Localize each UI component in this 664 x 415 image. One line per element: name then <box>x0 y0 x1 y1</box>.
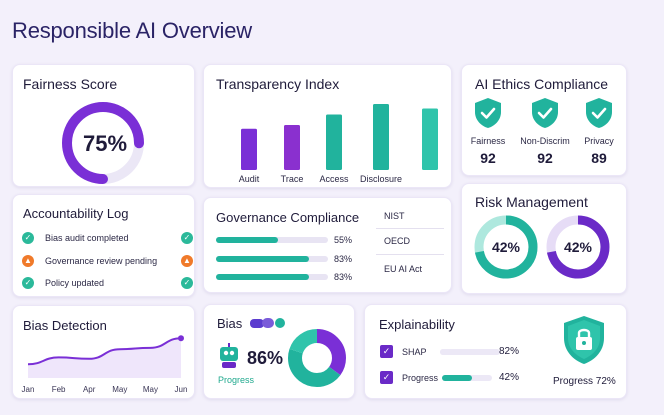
risk-gauges: 42% 42% <box>474 215 610 279</box>
framework-oecd: OECD <box>384 236 411 246</box>
accountability-title: Accountability Log <box>23 206 129 221</box>
explainability-card[interactable]: Explainability ✓ SHAP 82% ✓ Progress 42%… <box>364 304 627 399</box>
framework-euaiact: EU AI Act <box>384 264 423 274</box>
donut-slice <box>288 329 346 387</box>
gauge-value: 42% <box>492 239 521 255</box>
governance-bar-fill <box>216 237 278 243</box>
governance-card[interactable]: Governance Compliance 55% 83% 83% NIST O… <box>203 197 452 293</box>
bar-access[interactable] <box>326 114 342 171</box>
explainability-title: Explainability <box>379 317 455 332</box>
governance-bar <box>216 237 328 243</box>
explain-bar-fill <box>442 375 472 381</box>
explain-label-shap: SHAP <box>402 347 427 357</box>
lock-shield-icon <box>564 316 604 364</box>
bias-value: 86% <box>247 348 284 368</box>
tick-label: Access <box>319 174 349 184</box>
explain-bar-fill <box>440 349 490 355</box>
check-circle-icon: ✓ <box>181 277 193 289</box>
transparency-title: Transparency Index <box>216 76 340 92</box>
log-item[interactable]: ▲ Governance review pending ▲ <box>22 255 193 269</box>
divider <box>376 254 444 255</box>
ethics-value-fairness: 92 <box>480 150 496 166</box>
log-item[interactable]: ✓ Policy updated ✓ <box>22 277 193 291</box>
bias-detection-card[interactable]: Bias Detection Jan Feb Apr May May Jun <box>12 305 195 399</box>
bias-progress-label: Progress <box>218 375 255 385</box>
log-item-text: Governance review pending <box>45 256 158 266</box>
bar-trace[interactable] <box>284 125 300 170</box>
risk-card[interactable]: Risk Management 42% 42% <box>461 183 627 294</box>
governance-value: 83% <box>334 254 353 264</box>
explain-value-progress: 42% <box>499 372 520 383</box>
bias-card[interactable]: Bias 86% Progress <box>203 304 355 399</box>
accountability-card[interactable]: Accountability Log ✓ Bias audit complete… <box>12 194 195 297</box>
gauge-arc <box>474 215 538 279</box>
shield-check-icon <box>586 98 612 128</box>
log-item-text: Policy updated <box>45 278 105 288</box>
bias-donut <box>288 329 346 387</box>
ethics-value-nondiscrim: 92 <box>537 150 553 166</box>
tick-label: May <box>112 385 127 394</box>
log-item[interactable]: ✓ Bias audit completed ✓ <box>22 232 193 246</box>
tick-label: Trace <box>281 174 304 184</box>
explain-progress-label: Progress 72% <box>553 376 616 387</box>
framework-nist: NIST <box>384 211 405 221</box>
governance-bar <box>216 274 328 280</box>
check-circle-icon: ✓ <box>22 277 34 289</box>
explain-bar <box>442 375 492 381</box>
bar-audit[interactable] <box>241 128 257 170</box>
end-point <box>178 335 184 342</box>
shield-check-icon <box>475 98 501 128</box>
robot-icon <box>220 343 238 368</box>
governance-title: Governance Compliance <box>216 210 360 225</box>
tick-label: Jan <box>22 385 35 394</box>
ethics-label-privacy: Privacy <box>584 136 614 146</box>
ethics-title: AI Ethics Compliance <box>475 76 609 92</box>
warning-icon: ▲ <box>22 255 34 267</box>
fairness-gauge <box>62 102 144 184</box>
bias-badge-icon <box>250 318 285 328</box>
shield-check-icon <box>532 98 558 128</box>
governance-value: 55% <box>334 235 353 245</box>
tick-label: Feb <box>52 385 66 394</box>
ethics-label-fairness: Fairness <box>470 136 506 146</box>
explain-value-shap: 82% <box>499 346 520 357</box>
divider <box>376 228 444 229</box>
tick-label: Audit <box>239 174 260 184</box>
bias-detection-title: Bias Detection <box>23 318 107 333</box>
log-item-text: Bias audit completed <box>45 233 129 243</box>
fairness-card[interactable]: Fairness Score 75% <box>12 64 195 187</box>
bias-title: Bias <box>217 316 243 331</box>
ethics-card[interactable]: AI Ethics Compliance Fairness Non-Discri… <box>461 64 627 176</box>
tick-label: Apr <box>83 385 96 394</box>
fairness-title: Fairness Score <box>23 76 118 92</box>
explain-bar <box>440 349 500 355</box>
donut-slice <box>288 329 346 387</box>
governance-bar <box>216 256 328 262</box>
check-circle-icon: ✓ <box>22 232 34 244</box>
ethics-value-privacy: 89 <box>591 150 607 166</box>
checkbox-shap[interactable]: ✓ <box>380 345 393 358</box>
tick-label: Disclosure <box>360 174 402 184</box>
gauge-value: 42% <box>564 239 593 255</box>
page-title: Responsible AI Overview <box>12 18 252 43</box>
transparency-card[interactable]: Transparency Index Audit Trace Access Discl… <box>203 64 452 188</box>
bar-disclosure-secondary[interactable] <box>422 108 438 171</box>
checkbox-progress[interactable]: ✓ <box>380 371 393 384</box>
fairness-value: 75% <box>83 131 128 156</box>
governance-value: 83% <box>334 272 353 282</box>
series-line <box>27 337 182 366</box>
tick-label: Jun <box>175 385 188 394</box>
gauge-arc <box>546 215 610 279</box>
bar-disclosure[interactable] <box>373 104 389 170</box>
tick-label: May <box>143 385 158 394</box>
governance-bar-fill <box>216 256 309 262</box>
bias-detection-chart: Jan Feb Apr May May Jun <box>22 335 188 394</box>
governance-bar-fill <box>216 274 309 280</box>
explain-label-progress: Progress <box>402 373 439 383</box>
warning-icon: ▲ <box>181 255 193 267</box>
transparency-chart: Audit Trace Access Disclosure <box>239 104 438 184</box>
risk-title: Risk Management <box>475 194 588 210</box>
check-circle-icon: ✓ <box>181 232 193 244</box>
ethics-label-nondiscrim: Non-Discrim <box>520 136 570 146</box>
